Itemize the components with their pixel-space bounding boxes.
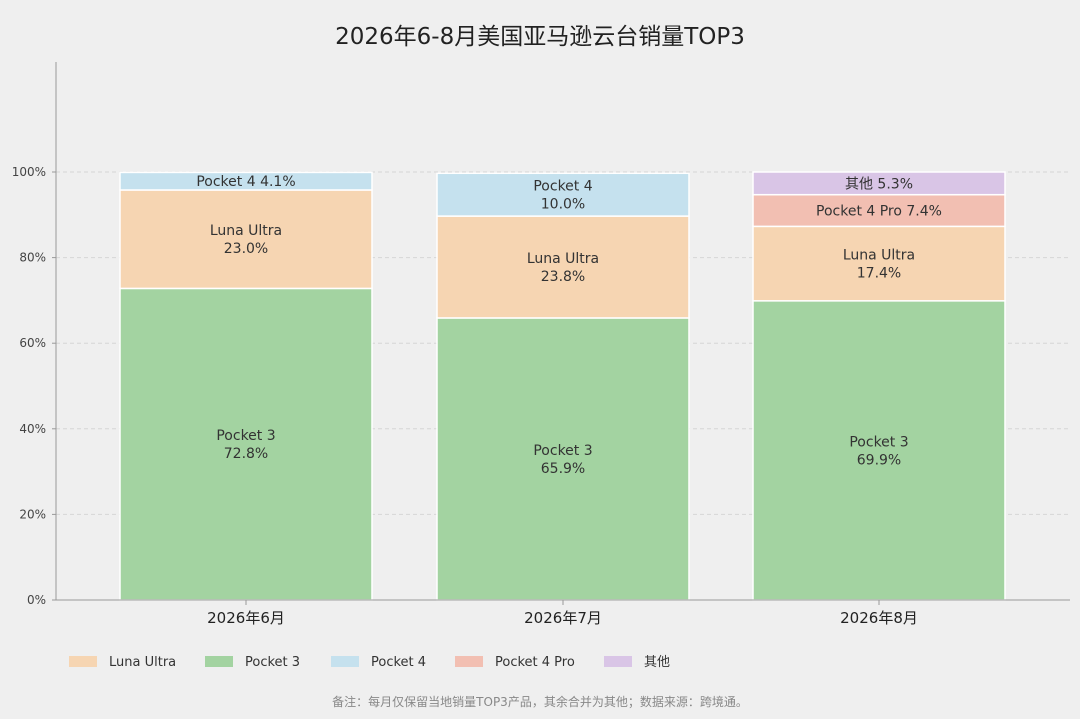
footnote: 备注：每月仅保留当地销量TOP3产品，其余合并为其他；数据来源：跨境通。 <box>332 694 748 709</box>
legend-swatch <box>331 656 359 667</box>
data-label: 23.8% <box>541 269 585 285</box>
x-tick-label: 2026年8月 <box>840 609 918 627</box>
legend-label: Pocket 3 <box>245 655 300 670</box>
chart-title: 2026年6-8月美国亚马逊云台销量TOP3 <box>335 24 745 50</box>
data-label: 65.9% <box>541 461 585 477</box>
data-label: Luna Ultra <box>210 223 282 239</box>
legend: Luna Ultra Pocket 3 Pocket 4 Pocket 4 Pro 其他 <box>69 655 670 670</box>
y-tick-label: 40% <box>19 422 46 436</box>
data-label: Pocket 3 <box>849 434 908 450</box>
data-label: 17.4% <box>857 266 901 282</box>
y-tick-label: 80% <box>19 251 46 265</box>
y-tick-label: 100% <box>12 165 46 179</box>
data-label: Pocket 3 <box>533 443 592 459</box>
data-label: 69.9% <box>857 452 901 468</box>
data-label: Luna Ultra <box>527 251 599 267</box>
data-label: 23.0% <box>224 241 268 257</box>
y-tick-label: 60% <box>19 336 46 350</box>
legend-swatch <box>69 656 97 667</box>
data-label: Pocket 3 <box>216 428 275 444</box>
legend-swatch <box>205 656 233 667</box>
bar-segment <box>436 317 690 601</box>
bar-segment <box>752 193 1006 228</box>
legend-label: Luna Ultra <box>109 655 176 670</box>
x-tick-label: 2026年6月 <box>207 609 285 627</box>
data-label: 其他 5.3% <box>845 176 913 192</box>
bar-segment <box>752 171 1006 196</box>
data-label: Luna Ultra <box>843 248 915 264</box>
data-label: 72.8% <box>224 446 268 462</box>
bar-segment <box>752 225 1006 302</box>
bar-segment <box>436 172 690 217</box>
bar-segment <box>119 287 373 601</box>
bar-segment <box>752 300 1006 601</box>
legend-label: Pocket 4 Pro <box>495 655 575 670</box>
legend-label: 其他 <box>644 655 670 670</box>
data-label: Pocket 4 Pro 7.4% <box>816 204 942 220</box>
bar-segment <box>119 189 373 290</box>
legend-swatch <box>604 656 632 667</box>
axes: 0% 20% 40% 60% 80% 100% 2026年6月 2026年7月 2026年8月 <box>12 62 1070 627</box>
legend-swatch <box>455 656 483 667</box>
x-tick-label: 2026年7月 <box>524 609 602 627</box>
bars: Pocket 3 72.8% Luna Ultra 23.0% Pocket 4 4.1… <box>119 171 1006 601</box>
data-label: 10.0% <box>541 197 585 213</box>
bar-segment <box>119 171 373 191</box>
bar-segment <box>436 215 690 319</box>
data-label: Pocket 4 <box>533 179 592 195</box>
y-tick-label: 0% <box>27 593 46 607</box>
data-label: Pocket 4 4.1% <box>196 174 295 190</box>
y-tick-label: 20% <box>19 507 46 521</box>
legend-label: Pocket 4 <box>371 655 426 670</box>
